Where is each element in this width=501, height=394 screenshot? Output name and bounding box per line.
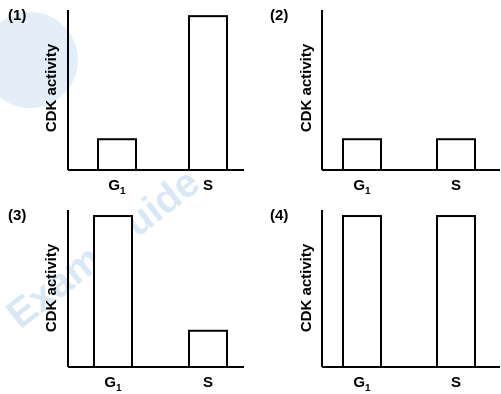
- x-tick-label: S: [451, 374, 461, 391]
- y-axis-label: CDK activity: [298, 43, 315, 132]
- x-tick-label: G1: [353, 177, 371, 197]
- bar-s: [188, 329, 228, 368]
- bar-s: [436, 215, 476, 368]
- panel-label: (2): [270, 7, 288, 24]
- chart-panels: (1) CDK activity G1 S (2) CDK activity G1 S (3) C…: [8, 7, 500, 394]
- chart-panel-1: (1) CDK activity G1 S: [8, 7, 244, 197]
- x-tick-label: G1: [108, 177, 126, 197]
- bar-s: [436, 138, 476, 172]
- y-axis-label: CDK activity: [43, 43, 60, 132]
- y-axis-label: CDK activity: [298, 243, 315, 332]
- panel-label: (3): [8, 207, 26, 224]
- panel-label: (1): [8, 7, 26, 24]
- x-tick-label: G1: [353, 374, 371, 394]
- y-axis-label: CDK activity: [43, 243, 60, 332]
- bar-g1: [342, 215, 382, 368]
- x-tick-label: S: [451, 177, 461, 194]
- watermark-logo-circle: [0, 12, 78, 108]
- x-tick-label: G1: [104, 374, 122, 394]
- x-tick-label: S: [203, 177, 213, 194]
- bar-s: [188, 15, 228, 172]
- bar-g1: [342, 138, 382, 172]
- chart-panel-3: (3) CDK activity G1 S: [8, 207, 244, 394]
- bar-g1: [93, 215, 133, 368]
- chart-panel-2: (2) CDK activity G1 S: [270, 7, 500, 197]
- chart-panel-4: (4) CDK activity G1 S: [270, 207, 500, 394]
- x-tick-label: S: [203, 374, 213, 391]
- panel-label: (4): [270, 207, 288, 224]
- bar-g1: [97, 138, 137, 172]
